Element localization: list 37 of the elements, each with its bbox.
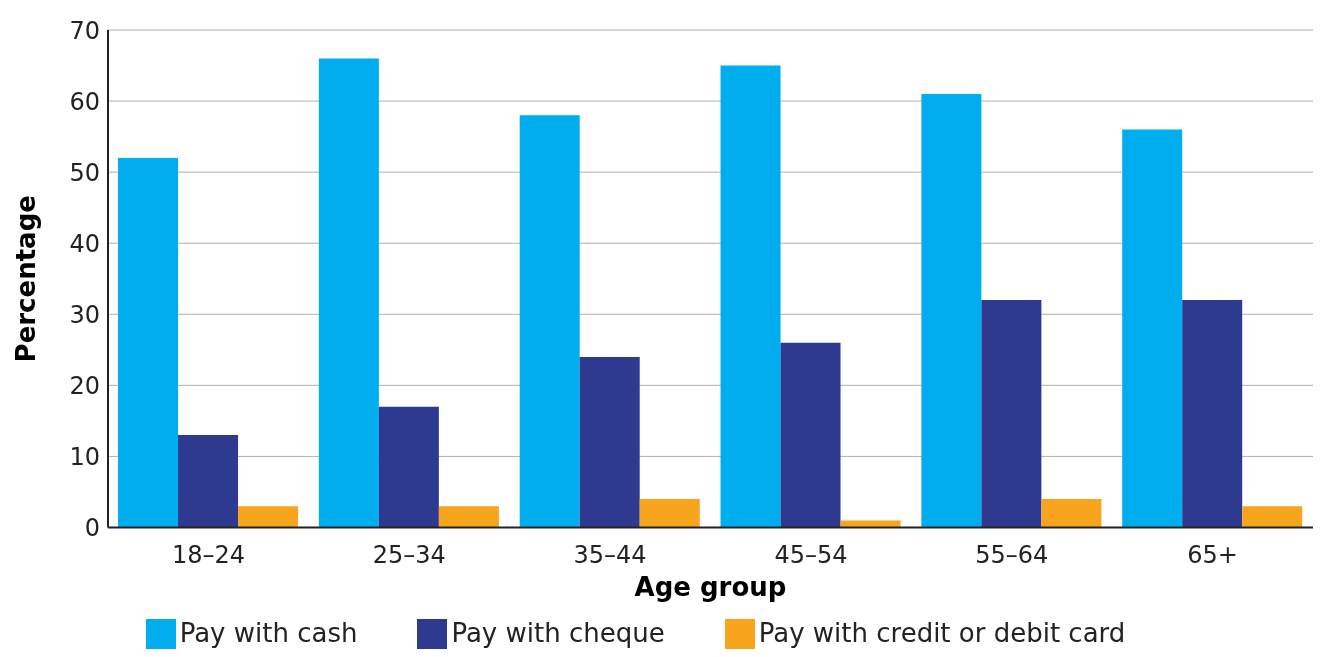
bar [981, 300, 1042, 528]
legend-label: Pay with cheque [451, 617, 665, 648]
x-tick-label: 65+ [1187, 540, 1238, 569]
bar [780, 342, 841, 528]
bar [318, 58, 379, 528]
y-tick-label: 10 [69, 442, 100, 471]
bar [1182, 300, 1243, 528]
legend-label: Pay with cash [179, 617, 358, 648]
x-tick-label: 25–34 [372, 540, 446, 569]
bar [840, 520, 901, 528]
y-axis-title: Percentage [11, 195, 42, 363]
bar [639, 499, 700, 528]
bar [238, 506, 299, 528]
x-tick-label: 18–24 [171, 540, 245, 569]
bar [178, 435, 239, 528]
bar [378, 406, 439, 528]
bar [438, 506, 499, 528]
legend-label: Pay with credit or debit card [758, 617, 1126, 648]
y-tick-label: 50 [69, 158, 100, 187]
y-tick-label: 0 [84, 514, 100, 543]
bar [921, 93, 982, 528]
bar [519, 115, 580, 528]
bar [579, 356, 640, 528]
bar [118, 157, 179, 528]
bar [720, 65, 781, 528]
y-tick-label: 70 [69, 16, 100, 45]
y-tick-label: 20 [69, 371, 100, 400]
y-tick-label: 30 [69, 300, 100, 329]
x-tick-label: 35–44 [573, 540, 647, 569]
bar [1122, 129, 1183, 528]
y-tick-label: 40 [69, 229, 100, 258]
x-tick-label: 45–54 [774, 540, 848, 569]
x-axis-title: Age group [634, 571, 787, 602]
x-tick-label: 55–64 [975, 540, 1049, 569]
bar [1242, 506, 1303, 528]
bar [1041, 499, 1102, 528]
y-tick-label: 60 [69, 87, 100, 116]
